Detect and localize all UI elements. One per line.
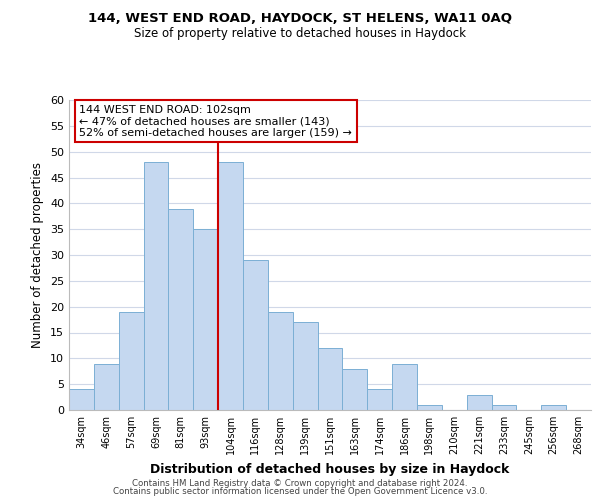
Bar	[317, 348, 343, 410]
Text: Size of property relative to detached houses in Haydock: Size of property relative to detached ho…	[134, 28, 466, 40]
Text: 144, WEST END ROAD, HAYDOCK, ST HELENS, WA11 0AQ: 144, WEST END ROAD, HAYDOCK, ST HELENS, …	[88, 12, 512, 26]
Bar	[243, 260, 268, 410]
Bar	[392, 364, 417, 410]
Bar	[417, 405, 442, 410]
Bar	[268, 312, 293, 410]
Bar	[491, 405, 517, 410]
Bar	[293, 322, 317, 410]
Y-axis label: Number of detached properties: Number of detached properties	[31, 162, 44, 348]
Bar	[119, 312, 143, 410]
Bar	[541, 405, 566, 410]
Bar	[94, 364, 119, 410]
X-axis label: Distribution of detached houses by size in Haydock: Distribution of detached houses by size …	[151, 462, 509, 475]
Text: 144 WEST END ROAD: 102sqm
← 47% of detached houses are smaller (143)
52% of semi: 144 WEST END ROAD: 102sqm ← 47% of detac…	[79, 104, 352, 138]
Text: Contains HM Land Registry data © Crown copyright and database right 2024.: Contains HM Land Registry data © Crown c…	[132, 478, 468, 488]
Bar	[467, 394, 491, 410]
Bar	[69, 390, 94, 410]
Bar	[169, 208, 193, 410]
Bar	[193, 229, 218, 410]
Bar	[218, 162, 243, 410]
Bar	[143, 162, 169, 410]
Text: Contains public sector information licensed under the Open Government Licence v3: Contains public sector information licen…	[113, 487, 487, 496]
Bar	[343, 368, 367, 410]
Bar	[367, 390, 392, 410]
